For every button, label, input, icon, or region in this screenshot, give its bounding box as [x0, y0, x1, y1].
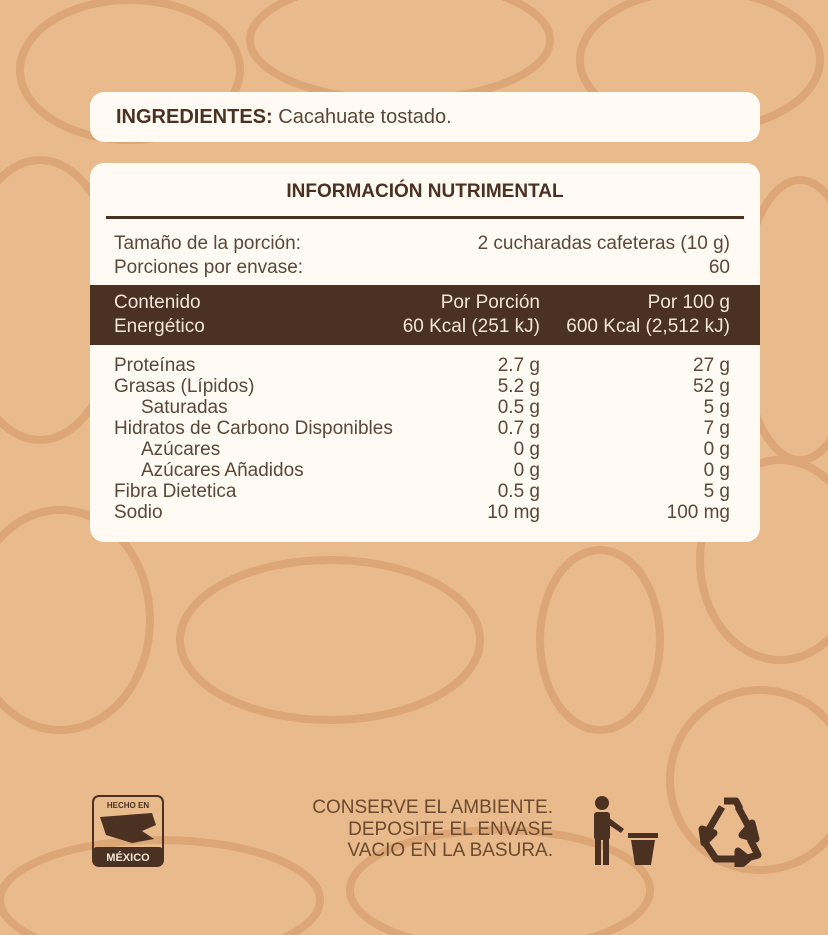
- per-portion: 0 g: [513, 460, 540, 481]
- nutrient-row: Hidratos de Carbono Disponibles 0.7 g 7 g: [114, 418, 730, 439]
- nutrition-title: INFORMACIÓN NUTRIMENTAL: [286, 181, 564, 202]
- per-100g: 52 g: [693, 376, 730, 397]
- nutrient-row: Fibra Dietetica 0.5 g 5 g: [114, 481, 730, 502]
- nutrient-row: Saturadas 0.5 g 5 g: [114, 397, 730, 418]
- nutrient-name: Proteínas: [114, 355, 196, 376]
- per-portion: 0.7 g: [497, 418, 540, 439]
- nutrient-name: Hidratos de Carbono Disponibles: [114, 418, 393, 439]
- serving-value: 2 cucharadas cafeteras (10 g): [477, 233, 730, 254]
- energy-value: 600 Kcal (2,512 kJ): [566, 316, 730, 337]
- nutrient-row: Proteínas 2.7 g 27 g: [114, 355, 730, 376]
- per-portion: 10 mg: [487, 502, 540, 523]
- per-100g: 7 g: [703, 418, 730, 439]
- per-portion: 0.5 g: [497, 397, 540, 418]
- column-header: Por Porción: [440, 292, 540, 313]
- per-100g: 27 g: [693, 355, 730, 376]
- per-100g: 100 mg: [666, 502, 730, 523]
- per-portion: 5.2 g: [497, 376, 540, 397]
- note-line: CONSERVE EL AMBIENTE.: [312, 797, 553, 818]
- nutrient-name: Fibra Dietetica: [114, 481, 237, 502]
- nutrient-row: Sodio 10 mg 100 mg: [114, 502, 730, 523]
- title-rule: [106, 216, 744, 219]
- energy-band: Contenido Energético Por Porción 60 Kcal…: [90, 285, 760, 345]
- made-in-mexico-logo: HECHO EN MÉXICO: [92, 795, 164, 867]
- nutrient-name: Sodio: [114, 502, 163, 523]
- trash-icon: [594, 796, 658, 865]
- disposal-note: CONSERVE EL AMBIENTE. DEPOSITE EL ENVASE…: [312, 797, 553, 862]
- energy-label: Contenido: [114, 292, 201, 313]
- nutrient-row: Grasas (Lípidos) 5.2 g 52 g: [114, 376, 730, 397]
- per-100g: 5 g: [703, 397, 730, 418]
- ingredients-box: INGREDIENTES: Cacahuate tostado.: [90, 92, 760, 142]
- recycle-icon: [698, 797, 762, 867]
- energy-value: 60 Kcal (251 kJ): [402, 316, 540, 337]
- per-100g: 0 g: [703, 460, 730, 481]
- per-portion: 0 g: [513, 439, 540, 460]
- note-line: DEPOSITE EL ENVASE: [348, 818, 553, 840]
- energy-label: Energético: [114, 316, 205, 337]
- column-header: Por 100 g: [647, 292, 730, 313]
- serving-row: Tamaño de la porción: 2 cucharadas cafete…: [114, 233, 730, 255]
- ingredients-text: Cacahuate tostado.: [278, 106, 452, 128]
- nutrient-name: Grasas (Lípidos): [114, 376, 255, 397]
- per-portion: 2.7 g: [497, 355, 540, 376]
- serving-label: Tamaño de la porción:: [114, 233, 301, 254]
- note-line: VACIO EN LA BASURA.: [347, 840, 553, 861]
- nutrition-box: INFORMACIÓN NUTRIMENTAL Contenido Energé…: [90, 163, 760, 542]
- nutrient-row: Azúcares 0 g 0 g: [114, 439, 730, 460]
- per-100g: 5 g: [703, 481, 730, 502]
- per-100g: 0 g: [703, 439, 730, 460]
- serving-label: Porciones por envase:: [114, 257, 304, 278]
- serving-row: Porciones por envase: 60: [114, 257, 730, 279]
- logo-bottom: MÉXICO: [106, 851, 150, 864]
- logo-top: HECHO EN: [107, 801, 149, 810]
- nutrient-row: Azúcares Añadidos 0 g 0 g: [114, 460, 730, 481]
- nutrient-name: Azúcares: [141, 439, 221, 460]
- ingredients-label: INGREDIENTES:: [116, 106, 273, 128]
- nutrient-name: Saturadas: [141, 397, 228, 418]
- serving-value: 60: [708, 257, 730, 278]
- per-portion: 0.5 g: [497, 481, 540, 502]
- nutrient-name: Azúcares Añadidos: [141, 460, 304, 481]
